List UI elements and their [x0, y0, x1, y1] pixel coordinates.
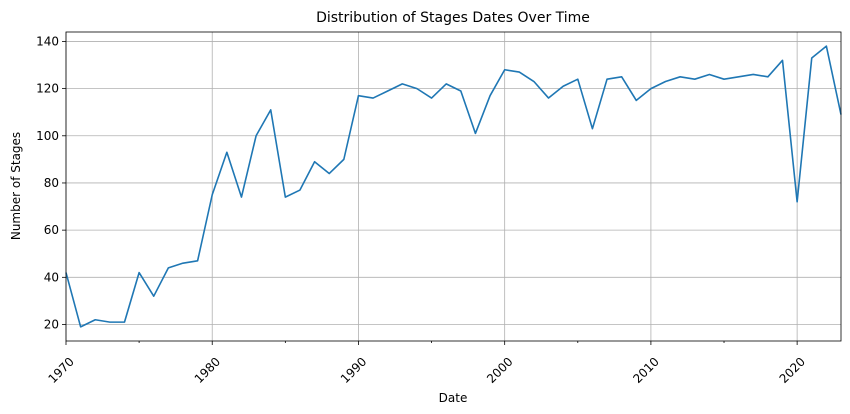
x-tick-label: 1990 [338, 355, 369, 386]
y-tick-label: 60 [44, 223, 59, 237]
plot-frame [65, 31, 842, 342]
y-tick-label: 140 [36, 34, 59, 48]
y-axis-ticks: 20 40 60 80 100 120 140 [36, 34, 66, 331]
x-tick-label: 2000 [484, 355, 515, 386]
x-tick-label: 1970 [45, 355, 76, 386]
series-line [65, 45, 842, 328]
x-tick-label: 1980 [192, 355, 223, 386]
y-tick-label: 40 [44, 270, 59, 284]
series-layer [65, 45, 842, 328]
y-tick-label: 80 [44, 176, 59, 190]
grid-layer [65, 32, 841, 341]
x-tick-label: 2010 [630, 355, 661, 386]
x-tick-label: 2020 [777, 355, 808, 386]
y-tick-label: 100 [36, 129, 59, 143]
y-tick-label: 20 [44, 317, 59, 331]
y-tick-label: 120 [36, 82, 59, 96]
x-axis-label: Date [439, 391, 468, 405]
x-axis-ticks: 1970 1980 1990 2000 2010 2020 [45, 341, 808, 386]
y-axis-label: Number of Stages [9, 132, 23, 240]
chart-title: Distribution of Stages Dates Over Time [316, 10, 590, 26]
